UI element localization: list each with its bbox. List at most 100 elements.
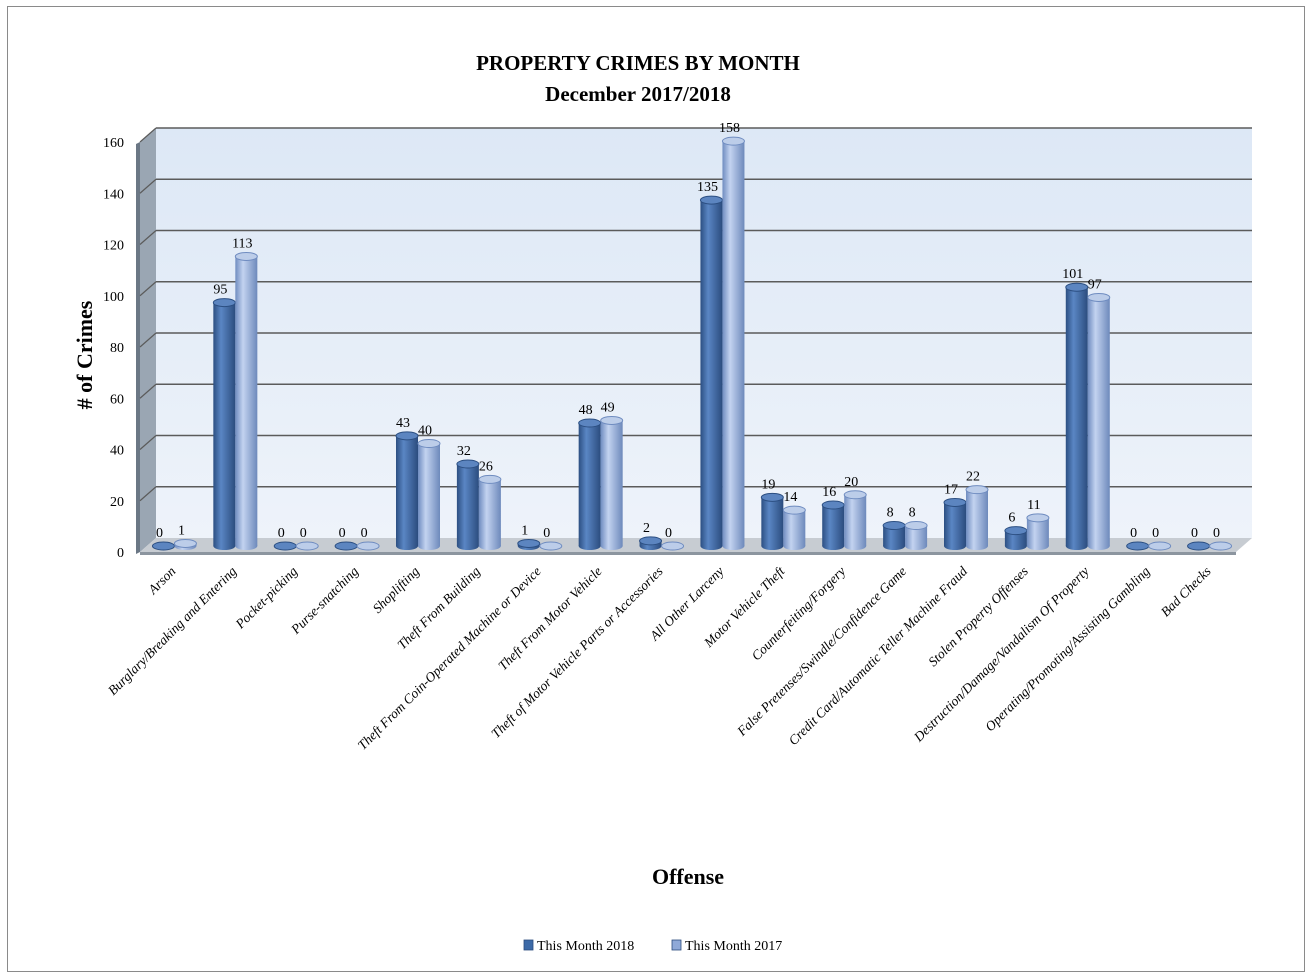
y-tick-label: 20	[110, 495, 124, 510]
bar-body	[396, 435, 418, 546]
bar-base	[235, 542, 258, 550]
bar	[1065, 282, 1089, 550]
bar-base	[722, 542, 745, 550]
data-label: 8	[909, 506, 916, 521]
bar-body	[235, 256, 258, 546]
data-label: 0	[278, 526, 285, 541]
bar	[882, 521, 906, 550]
bar	[821, 500, 845, 550]
y-tick-label: 60	[110, 392, 124, 407]
bar	[699, 195, 723, 550]
bar	[965, 485, 989, 550]
bar-body	[700, 200, 723, 546]
bar-cap	[1187, 541, 1211, 551]
data-label: 0	[156, 526, 163, 541]
data-label: 0	[1152, 526, 1159, 541]
bar-body	[722, 141, 745, 546]
bar-cap	[1087, 292, 1111, 302]
chart-subtitle: December 2017/2018	[545, 82, 731, 106]
legend-swatch	[671, 939, 682, 951]
bar	[1026, 513, 1050, 550]
legend-swatch	[523, 939, 534, 951]
y-tick-label: 100	[103, 290, 124, 305]
bar-body	[1087, 297, 1110, 546]
bar-base	[396, 542, 418, 550]
bar-cap	[639, 536, 663, 546]
data-label: 135	[697, 180, 718, 195]
bar-base	[600, 542, 623, 550]
category-label: Arson	[144, 563, 178, 597]
gridline-depth	[139, 332, 157, 348]
data-label: 2	[643, 521, 650, 536]
bar-body	[966, 489, 988, 546]
bar-body	[213, 302, 236, 546]
bar-cap	[478, 474, 502, 484]
bar-cap	[1209, 541, 1233, 551]
bar	[600, 415, 624, 550]
bar-body	[478, 479, 501, 546]
y-tick-label: 120	[103, 239, 124, 254]
gridline-depth	[139, 127, 157, 143]
bar	[578, 418, 602, 550]
bar	[356, 541, 380, 551]
data-label: 97	[1088, 277, 1102, 292]
bar-base	[1087, 542, 1110, 550]
data-label: 0	[1130, 526, 1137, 541]
legend-label: This Month 2017	[685, 939, 782, 954]
bar-body	[456, 464, 479, 546]
bar	[904, 521, 928, 550]
gridline-depth	[139, 230, 157, 245]
bar-body	[1065, 287, 1088, 546]
data-label: 95	[213, 283, 227, 298]
bar-base	[822, 542, 845, 550]
bar-body	[844, 494, 867, 546]
y-axis-label: # of Crimes	[72, 300, 97, 409]
bar-base	[578, 542, 601, 550]
chart-title: PROPERTY CRIMES BY MONTH	[476, 51, 800, 75]
bar-cap	[882, 521, 906, 530]
bar	[1148, 541, 1172, 551]
bar	[943, 497, 967, 550]
data-label: 22	[966, 470, 980, 485]
data-label: 6	[1008, 511, 1015, 526]
bar	[1126, 541, 1150, 551]
bar-cap	[356, 541, 380, 551]
data-label: 40	[418, 424, 432, 439]
bar-base	[944, 542, 966, 550]
bar-cap	[578, 418, 602, 428]
bar-base	[1026, 542, 1049, 550]
data-label: 16	[822, 485, 836, 500]
bar	[1187, 541, 1211, 551]
bar	[273, 541, 297, 551]
data-label: 0	[361, 526, 368, 541]
category-label: Shoplifting	[370, 563, 423, 616]
bar	[151, 541, 175, 551]
side-wall-edge	[136, 142, 140, 554]
bar-cap	[295, 541, 319, 551]
bar	[539, 541, 563, 551]
data-label: 1	[178, 523, 185, 538]
bar-base	[844, 542, 867, 550]
bar	[760, 492, 784, 550]
data-label: 0	[1191, 526, 1198, 541]
bar-cap	[721, 136, 745, 146]
bar-base	[478, 542, 501, 550]
bar-base	[456, 542, 479, 550]
bar	[1209, 541, 1233, 551]
category-label: Pocket-picking	[232, 563, 301, 632]
bar-cap	[273, 541, 297, 551]
data-label: 113	[232, 236, 252, 251]
bar	[295, 541, 319, 551]
bar-cap	[334, 541, 358, 551]
category-label: Bad Checks	[1158, 564, 1214, 620]
bar-cap	[417, 439, 441, 448]
bars	[151, 136, 1233, 551]
bar-cap	[600, 415, 624, 425]
bar	[1004, 526, 1028, 550]
bar-cap	[699, 195, 723, 205]
legend-label: This Month 2018	[537, 939, 634, 954]
x-axis-label: Offense	[652, 864, 724, 889]
bar-base	[1065, 542, 1088, 550]
bar-cap	[173, 538, 197, 548]
